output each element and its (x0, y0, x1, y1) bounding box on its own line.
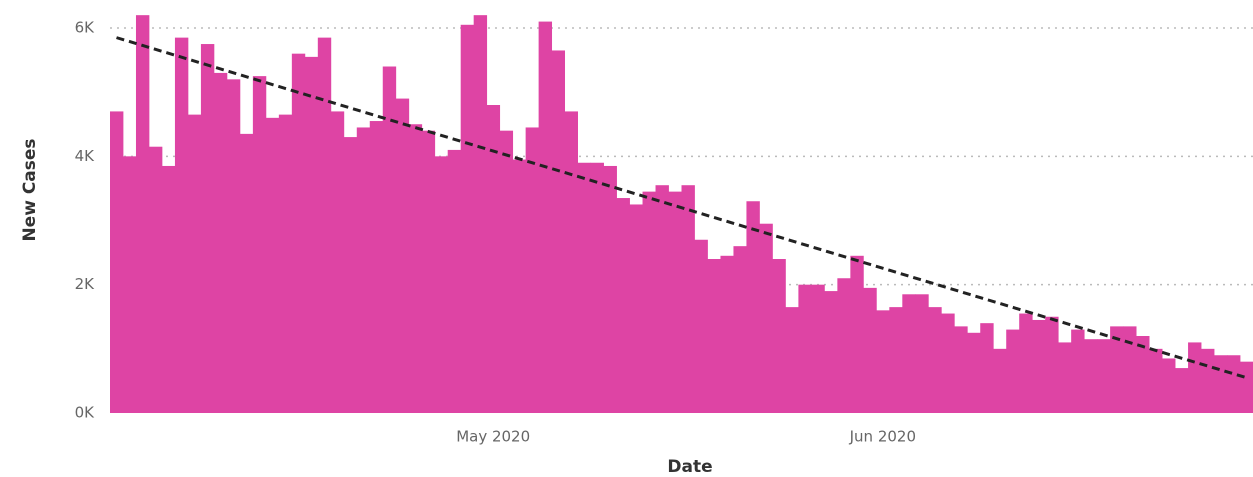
bar (733, 246, 747, 413)
bar (707, 259, 721, 413)
bar (161, 165, 176, 413)
y-tick-label: 2K (75, 275, 96, 293)
bar (382, 66, 397, 413)
bar (1123, 326, 1137, 413)
bar (1149, 348, 1163, 413)
bar (174, 37, 189, 413)
bar (551, 50, 566, 413)
bar (564, 111, 578, 414)
trend-line (116, 36, 1247, 380)
bar (317, 37, 332, 413)
bar (499, 130, 514, 413)
bar (291, 53, 306, 414)
bar (148, 146, 163, 414)
bar (603, 165, 617, 413)
bar (434, 156, 449, 414)
bar (798, 284, 812, 413)
bar (616, 198, 630, 413)
bar (187, 114, 202, 413)
bar (954, 326, 968, 413)
bar (395, 98, 410, 413)
bar (226, 79, 241, 413)
bar (746, 201, 760, 413)
bar (824, 291, 838, 413)
bar (1084, 339, 1098, 413)
bar (486, 105, 501, 413)
bar (538, 21, 553, 413)
bar (447, 149, 462, 413)
bar (1097, 339, 1111, 413)
bar (512, 159, 527, 413)
bar (1058, 342, 1072, 413)
bar (1032, 319, 1046, 413)
bar (577, 162, 591, 413)
bar (1006, 329, 1020, 413)
y-tick-label: 0K (75, 404, 96, 422)
bar (525, 127, 540, 413)
bar (629, 204, 643, 413)
bar (369, 121, 384, 414)
bar (421, 130, 436, 413)
bar (1136, 336, 1150, 413)
bar (980, 323, 994, 413)
bar (811, 284, 825, 413)
bar (642, 191, 656, 413)
bar (668, 191, 682, 413)
bar (1019, 313, 1033, 413)
bar (135, 15, 150, 414)
bar (655, 185, 669, 413)
bar (902, 294, 916, 413)
bar (408, 124, 423, 413)
x-tick-label: Jun 2020 (849, 428, 916, 446)
x-axis-title: Date (667, 457, 712, 477)
bar (1175, 368, 1189, 413)
bar (304, 56, 319, 413)
bar (460, 24, 475, 414)
bar (720, 255, 734, 413)
bar (122, 156, 137, 414)
bar (1188, 342, 1202, 413)
bar (876, 310, 890, 413)
bar (1214, 355, 1228, 413)
bar (1227, 355, 1241, 413)
x-tick-label: May 2020 (456, 428, 530, 446)
bar (889, 307, 903, 413)
bar (110, 111, 124, 414)
bar (694, 239, 708, 413)
bar (1240, 361, 1253, 413)
bar (356, 127, 371, 413)
bar (1110, 326, 1124, 413)
bar (1071, 329, 1085, 413)
y-tick-label: 4K (75, 147, 96, 165)
bar (759, 223, 773, 413)
bar (863, 287, 877, 413)
bar (590, 162, 604, 413)
bar (265, 117, 280, 413)
bar (213, 72, 228, 414)
bar (1045, 316, 1059, 413)
bar (837, 278, 851, 413)
bar (941, 313, 955, 413)
bar (252, 76, 267, 413)
bar (785, 307, 799, 413)
bar (1201, 348, 1215, 413)
bar (473, 15, 488, 414)
y-tick-label: 6K (75, 19, 96, 37)
bar (681, 185, 695, 413)
bar (330, 111, 345, 414)
bar (239, 133, 254, 413)
bar (343, 137, 358, 414)
bar (993, 348, 1007, 413)
bar (772, 259, 786, 413)
bar (278, 114, 293, 413)
bar (915, 294, 929, 413)
bar (928, 307, 942, 413)
bar (967, 332, 981, 413)
bar (200, 44, 215, 414)
bar (1162, 358, 1176, 413)
bar (850, 255, 864, 413)
y-axis-title: New Cases (20, 138, 40, 241)
